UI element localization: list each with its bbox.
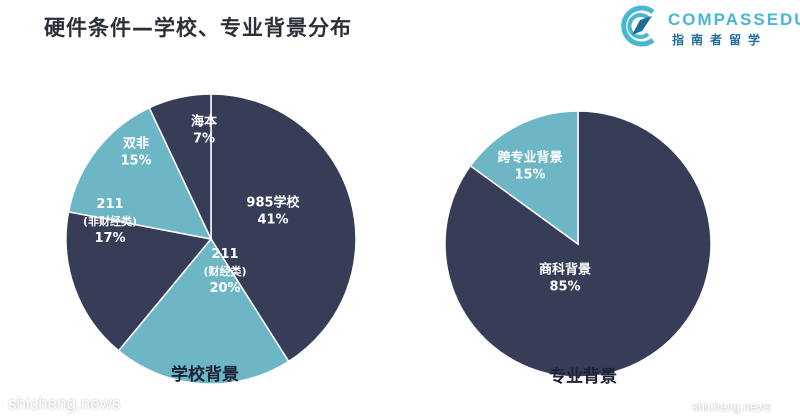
watermark-left: shicheng.news <box>8 394 121 413</box>
watermark-right: shicheng.news <box>692 400 772 414</box>
school-pie-label-2: 211 (非财经类) 17% <box>83 197 137 246</box>
major-pie-title: 专业背景 <box>549 367 617 387</box>
compassedu-logo: COMPASSEDU 指南者留学 <box>618 4 800 48</box>
school-pie-slice-0 <box>210 93 357 363</box>
compass-logo-icon <box>621 5 655 47</box>
school-pie-slice-3 <box>67 106 213 241</box>
major-pie-slice-1 <box>469 110 579 246</box>
school-pie-title: 学校背景 <box>171 365 239 385</box>
logo-subtext: 指南者留学 <box>672 33 768 47</box>
school-pie-label-0: 985学校 41% <box>246 195 300 228</box>
page-title: 硬件条件—学校、专业背景分布 <box>44 16 352 40</box>
school-pie-label-4: 海本 7% <box>191 114 217 147</box>
school-pie-label-3: 双非 15% <box>120 136 151 169</box>
school-pie-label-1: 211 (财经类) 20% <box>203 247 246 296</box>
school-pie-slice-4 <box>148 93 212 240</box>
school-pie-slice-1 <box>117 237 290 385</box>
logo-wordmark: COMPASSEDU <box>668 10 800 29</box>
major-pie-label-0: 商科背景 85% <box>539 262 591 295</box>
major-pie-label-1: 跨专业背景 15% <box>497 150 562 183</box>
school-pie-slice-2 <box>65 210 213 352</box>
